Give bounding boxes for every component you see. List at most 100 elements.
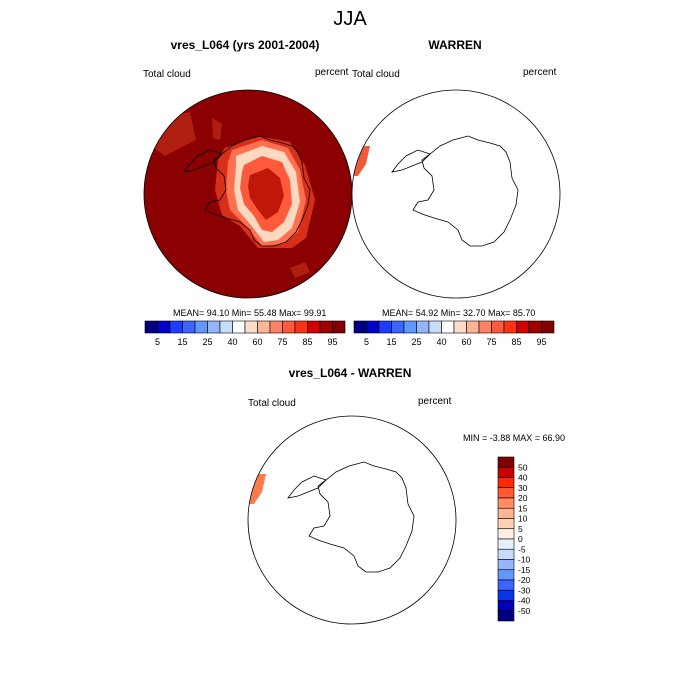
panel3-colorbar-swatch [497,589,515,601]
panel1-colorbar-tick-label: 60 [252,337,262,347]
panel1-colorbar-swatch [307,320,321,334]
panel1-colorbar-swatch [207,320,221,334]
panel3-colorbar-tick-label: -10 [518,555,531,565]
panel2-colorbar-swatch [378,320,392,334]
panel3-colorbar-swatch [497,600,515,612]
panel2-peninsula-coastline [391,149,431,173]
panel3-colorbar-tick-label: 0 [518,534,523,544]
panel3-colorbar-swatch [497,477,515,489]
panel2-colorbar-swatch [491,320,505,334]
panel2-colorbar-swatch [353,320,367,334]
panel2-left-label: Total cloud [352,69,400,80]
panel2-colorbar-swatch [478,320,492,334]
panel2-colorbar-tick-label: 95 [536,337,546,347]
panel1-map [143,89,353,299]
panel3-map-boundary [247,415,457,625]
panel2-colorbar-swatch [453,320,467,334]
panel2-colorbar-swatch [541,320,555,334]
panel1-stats: MEAN= 94.10 Min= 55.48 Max= 99.91 [173,308,327,318]
panel1-colorbar-swatch [219,320,233,334]
panel3-colorbar-swatch [497,579,515,591]
panel2-map [351,89,561,299]
panel1-colorbar-swatch [169,320,183,334]
panel2-background [352,90,560,298]
panel1-colorbar-tick-label: 75 [277,337,287,347]
panel1-contour-northwest [212,118,222,140]
panel3-colorbar-tick-label: 50 [518,462,528,472]
panel3-data-patch [248,474,266,504]
panel1-colorbar: 5 15 25 40 60 75 85 95 [144,320,346,347]
panel1-antarctica-coastline [204,135,311,247]
panel3-colorbar-tick-label: -20 [518,575,531,585]
panel1-units-label: percent [315,67,349,78]
panel2-colorbar-tick-label: 5 [364,337,369,347]
panel3-units-label: percent [418,396,452,407]
panel2-data-patch [352,146,370,176]
panel2-antarctica-coastline [412,135,519,247]
panel2-colorbar-swatch [516,320,530,334]
panel1-colorbar-tick-label: 40 [227,337,237,347]
panel2-colorbar-swatch [466,320,480,334]
panel2-title: WARREN [428,38,482,52]
panel2-colorbar-tick-label: 40 [436,337,446,347]
figure-title: JJA [333,8,367,30]
panel2-units-label: percent [523,67,557,78]
panel3-map [247,415,457,625]
panel1-left-label: Total cloud [143,69,191,80]
panel2-colorbar-swatch [416,320,430,334]
panel2-colorbar-swatch [403,320,417,334]
panel2-colorbar-tick-label: 25 [411,337,421,347]
panel3-colorbar-tick-label: 10 [518,514,528,524]
panel1-colorbar-swatch [157,320,171,334]
panel3-colorbar-tick-label: 5 [518,524,523,534]
panel3-colorbar-swatch [497,466,515,478]
panel3-peninsula-coastline [287,475,327,499]
panel2-stats: MEAN= 54.92 Min= 32.70 Max= 85.70 [382,308,536,318]
panel1-contour-field [150,112,315,278]
panel3-colorbar-swatch [497,610,515,622]
panel3-colorbar-tick-label: 15 [518,503,528,513]
panel1-colorbar-swatch [332,320,346,334]
panel1-colorbar-swatch [319,320,333,334]
panel3-antarctica-coastline [308,461,415,573]
panel1-contour-west [150,112,196,156]
panel3-colorbar-tick-label: 30 [518,483,528,493]
panel1-colorbar-tick-label: 25 [202,337,212,347]
panel2-map-boundary [351,89,561,299]
panel2-colorbar-tick-label: 75 [486,337,496,347]
panel1-colorbar-swatch [294,320,308,334]
panel1-colorbar-tick-label: 85 [302,337,312,347]
panel1-colorbar-swatch [182,320,196,334]
panel1-contour-core [248,168,284,220]
panel1-colorbar-tick-label: 95 [327,337,337,347]
panel3-colorbar-swatch [497,548,515,560]
panel3-colorbar-swatch [497,507,515,519]
panel2-colorbar-tick-label: 15 [386,337,396,347]
panel1-colorbar-swatch [282,320,296,334]
panel3-colorbar-swatch [497,569,515,581]
panel1-title: vres_L064 (yrs 2001-2004) [170,38,320,52]
panel3-colorbar-tick-label: -50 [518,606,531,616]
panel1-colorbar-tick-label: 5 [155,337,160,347]
panel2-colorbar-swatch [441,320,455,334]
panel3-colorbar-swatch [497,497,515,509]
panel3-colorbar-tick-label: -5 [518,544,526,554]
panel3-colorbar-tick-label: 20 [518,493,528,503]
panel1-colorbar-swatch [194,320,208,334]
panel3-left-label: Total cloud [248,398,296,409]
panel3-colorbar-tick-label: -40 [518,596,531,606]
panel2-colorbar-swatch [428,320,442,334]
panel1-colorbar-swatch [144,320,158,334]
panel3-colorbar-tick-label: -30 [518,585,531,595]
panel1-contour-south [290,262,310,278]
panel1-peninsula-coastline [183,149,223,173]
panel2-colorbar-tick-label: 60 [461,337,471,347]
panel3-colorbar-tick-label: 40 [518,473,528,483]
panel3-title: vres_L064 - WARREN [288,366,412,380]
panel3-colorbar-swatch [497,538,515,550]
panel3-colorbar-swatch [497,528,515,540]
panel2-colorbar-swatch [366,320,380,334]
panel1-colorbar-swatch [269,320,283,334]
